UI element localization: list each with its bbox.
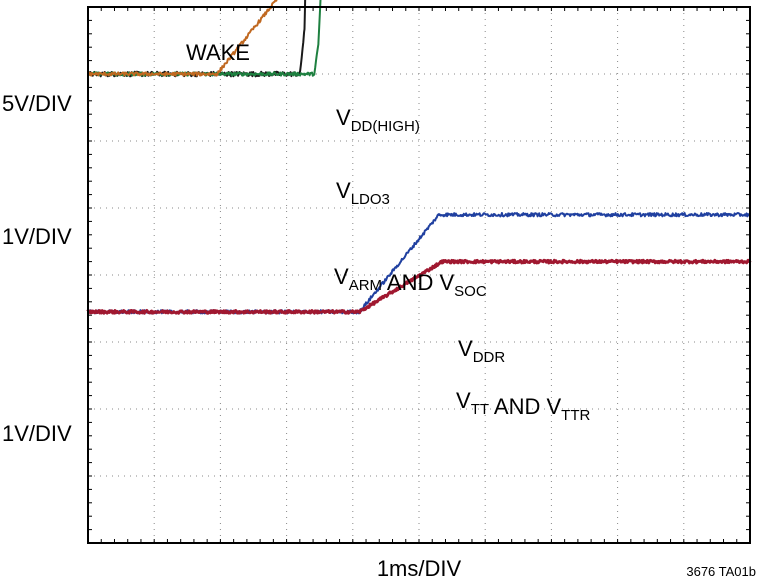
series-label-varm-vsoc: VARM AND VSOC	[334, 264, 487, 300]
x-axis-label: 1ms/DIV	[377, 556, 462, 581]
figure-id: 3676 TA01b	[686, 564, 756, 579]
scale-label-bottom: 1V/DIV	[2, 421, 72, 446]
trace-group	[86, 0, 752, 315]
series-label-vdd-high: VDD(HIGH)	[336, 105, 420, 135]
series-label-vddr: VDDR	[458, 336, 505, 366]
series-label-vldo3: VLDO3	[336, 178, 390, 208]
scale-label-middle: 1V/DIV	[2, 224, 72, 249]
plot-frame	[87, 6, 751, 544]
trace-vddr	[87, 212, 751, 315]
series-label-vtt-vttr: VTT AND VTTR	[456, 388, 590, 424]
scale-label-wake: 5V/DIV	[2, 91, 72, 116]
trace-vtt-vttr	[86, 258, 752, 315]
trace-varm-vsoc	[87, 0, 278, 77]
series-label-wake: WAKE	[186, 40, 250, 65]
